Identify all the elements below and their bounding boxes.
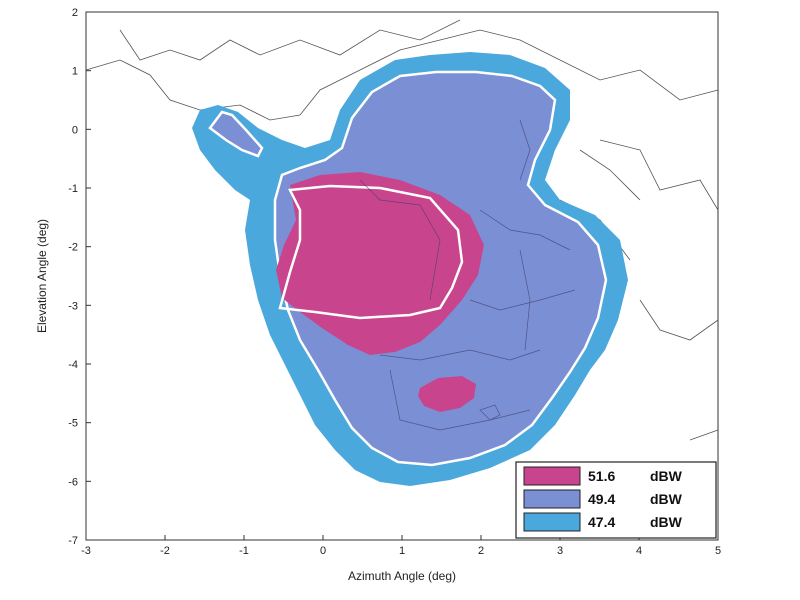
legend-unit-47-4: dBW (650, 514, 683, 530)
x-tick-label: 2 (478, 545, 484, 557)
y-tick-label: -6 (68, 476, 78, 488)
x-tick-label: -2 (160, 545, 170, 557)
x-axis-ticks: -3 -2 -1 0 1 2 3 4 5 (81, 535, 721, 557)
x-tick-label: -1 (239, 545, 249, 557)
legend-value-47-4: 47.4 (588, 514, 615, 530)
legend-swatch-51-6 (523, 466, 581, 486)
legend-swatch-47-4 (523, 512, 581, 532)
x-tick-label: 3 (557, 545, 563, 557)
y-tick-label: -1 (68, 183, 78, 195)
island-outline (208, 110, 264, 158)
y-tick-label: -2 (68, 242, 78, 254)
y-tick-label: -3 (68, 300, 78, 312)
x-tick-label: 4 (636, 545, 642, 557)
x-axis-label: Azimuth Angle (deg) (348, 569, 456, 583)
legend-unit-49-4: dBW (650, 491, 683, 507)
x-tick-label: 5 (715, 545, 721, 557)
interior-borders (359, 119, 576, 431)
legend-swatch-49-4 (523, 489, 581, 509)
contour-51-6-inner-outline (278, 184, 464, 320)
legend-value-49-4: 49.4 (588, 491, 615, 507)
country-borders (85, 19, 719, 441)
contour-51-6-secondary (418, 376, 476, 412)
legend-unit-51-6: dBW (650, 468, 683, 484)
y-axis-ticks: 2 1 0 -1 -2 -3 -4 -5 -6 -7 (68, 7, 91, 547)
y-axis-label: Elevation Angle (deg) (35, 219, 49, 333)
y-tick-label: 2 (72, 7, 78, 19)
x-tick-label: -3 (81, 545, 91, 557)
y-tick-label: 1 (72, 66, 78, 78)
y-tick-label: 0 (72, 124, 78, 136)
x-tick-label: 1 (399, 545, 405, 557)
legend: 51.6 dBW 49.4 dBW 47.4 dBW (515, 461, 717, 539)
y-tick-label: -4 (68, 359, 78, 371)
y-tick-label: -7 (68, 535, 78, 547)
legend-value-51-6: 51.6 (588, 468, 615, 484)
x-tick-label: 0 (320, 545, 326, 557)
y-tick-label: -5 (68, 418, 78, 430)
